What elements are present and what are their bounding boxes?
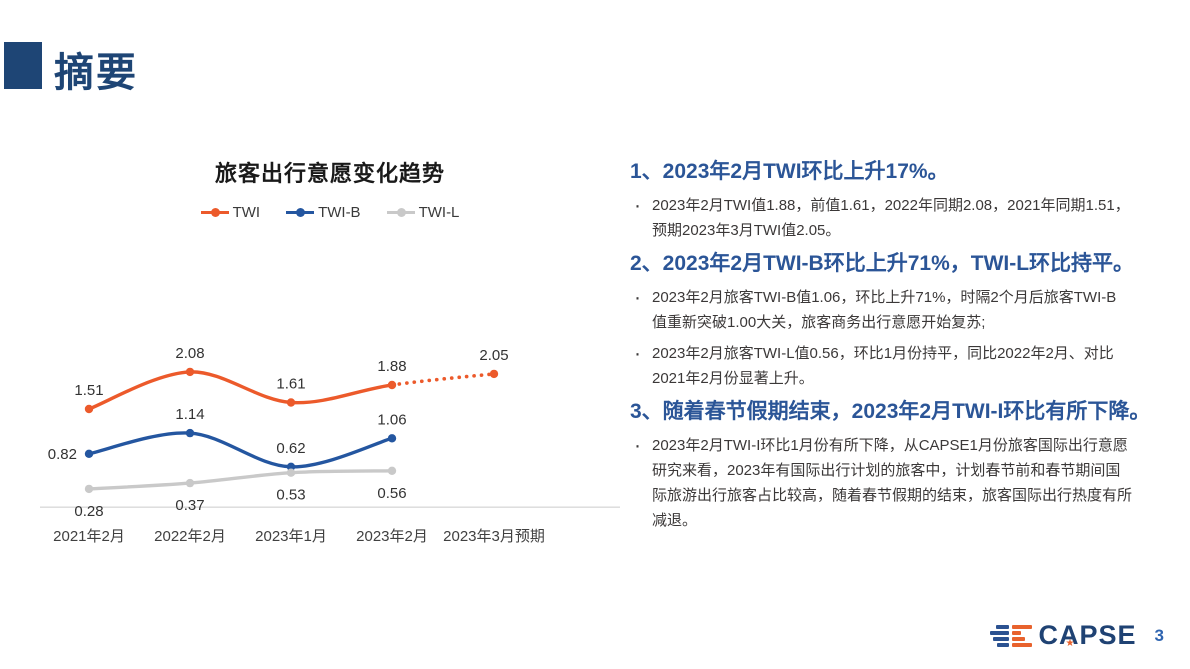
trend-line-chart: 2021年2月 2022年2月 2023年1月 2023年2月 2023年3月预期 1.5… — [40, 345, 620, 545]
data-label-TWI-L: 0.37 — [175, 497, 204, 514]
data-label-TWI-L: 0.53 — [276, 487, 305, 504]
data-point-TWI-B — [387, 434, 397, 443]
data-label-TWI: 1.88 — [377, 358, 406, 375]
data-point-TWI — [387, 380, 397, 390]
x-axis-label: 2022年2月 — [154, 528, 226, 545]
bullet-text: 2023年2月旅客TWI-L值0.56，环比1月份持平，同比2022年2月、对比… — [652, 345, 1114, 387]
summary-panel: 1、2023年2月TWI环比上升17%。 · 2023年2月TWI值1.88，前… — [630, 157, 1182, 539]
footer: CAPSE ★ 3 — [989, 620, 1164, 651]
capse-logo: CAPSE ★ — [989, 620, 1137, 651]
legend-marker-twi-l-icon — [386, 208, 415, 217]
data-point-TWI-B — [84, 449, 94, 458]
data-label-TWI: 2.08 — [175, 345, 204, 362]
legend-label-twi-l: TWI-L — [418, 204, 460, 221]
data-label-TWI-B: 0.82 — [48, 446, 77, 463]
series-forecast-line-TWI — [390, 372, 496, 387]
data-label-TWI-B: 1.06 — [377, 411, 406, 428]
data-label-TWI-B: 0.62 — [276, 440, 305, 457]
data-point-TWI — [84, 404, 94, 414]
series-line-TWI — [87, 370, 394, 411]
bullet-dot-icon: · — [634, 434, 641, 457]
legend-item-twi-l: TWI-L — [386, 204, 460, 221]
section-3-heading: 3、随着春节假期结束，2023年2月TWI-I环比有所下降。 — [630, 400, 1151, 423]
legend-marker-twi-b-icon — [286, 208, 315, 217]
logo-orange-bars-icon — [1011, 624, 1032, 647]
series-line-TWI-L — [87, 469, 394, 491]
data-point-TWI — [489, 369, 499, 379]
bullet-dot-icon: · — [634, 286, 641, 309]
x-axis-label: 2023年2月 — [356, 528, 428, 545]
legend-marker-twi-icon — [200, 208, 229, 217]
section-2-bullet-1: · 2023年2月旅客TWI-B值1.06，环比上升71%，时隔2个月后旅客TW… — [630, 285, 1182, 335]
x-axis-label: 2023年3月预期 — [443, 528, 545, 545]
section-2-bullet-2: · 2023年2月旅客TWI-L值0.56，环比1月份持平，同比2022年2月、… — [630, 341, 1182, 391]
data-point-TWI-B — [185, 428, 195, 438]
chart-legend: TWI TWI-B TWI-L — [20, 204, 640, 221]
chart-header: 旅客出行意愿变化趋势 — [20, 156, 640, 188]
section-1-heading: 1、2023年2月TWI环比上升17%。 — [630, 160, 949, 183]
legend-label-twi: TWI — [232, 204, 261, 221]
legend-item-twi: TWI — [200, 204, 261, 221]
bullet-text: 2023年2月TWI-I环比1月份有所下降，从CAPSE1月份旅客国际出行意愿 … — [652, 437, 1133, 529]
title-accent-square — [4, 42, 42, 89]
section-3-bullet-1: · 2023年2月TWI-I环比1月份有所下降，从CAPSE1月份旅客国际出行意… — [630, 433, 1182, 533]
chart-title: 旅客出行意愿变化趋势 — [214, 161, 445, 186]
bullet-dot-icon: · — [634, 194, 641, 217]
data-point-TWI — [286, 398, 296, 407]
data-label-TWI-B: 1.14 — [175, 406, 204, 423]
data-label-TWI: 1.61 — [276, 376, 305, 393]
bullet-text: 2023年2月TWI值1.88，前值1.61，2022年同期2.08，2021年… — [652, 197, 1130, 239]
bullet-text: 2023年2月旅客TWI-B值1.06，环比上升71%，时隔2个月后旅客TWI-… — [652, 289, 1117, 331]
x-axis-label: 2023年1月 — [255, 528, 327, 545]
logo-star-icon: ★ — [1065, 638, 1076, 649]
data-point-TWI — [185, 367, 195, 377]
page-number: 3 — [1154, 625, 1164, 645]
data-point-TWI-L — [84, 484, 94, 494]
data-label-TWI-L: 0.28 — [74, 503, 103, 520]
section-2-heading: 2、2023年2月TWI-B环比上升71%，TWI-L环比持平。 — [630, 252, 1135, 275]
data-label-TWI: 2.05 — [479, 347, 508, 364]
legend-item-twi-b: TWI-B — [286, 204, 361, 221]
data-label-TWI: 1.51 — [74, 382, 103, 399]
data-point-TWI-L — [185, 478, 195, 488]
logo-blue-bars-icon — [989, 624, 1009, 647]
section-1-bullet-1: · 2023年2月TWI值1.88，前值1.61，2022年同期2.08，202… — [630, 193, 1182, 243]
data-point-TWI-B — [286, 462, 296, 471]
series-line-TWI-B — [87, 431, 394, 469]
data-point-TWI-L — [387, 466, 397, 475]
page-title: 摘要 — [54, 51, 138, 95]
x-axis-label: 2021年2月 — [53, 528, 125, 545]
data-point-TWI-L — [286, 468, 296, 477]
data-label-TWI-L: 0.56 — [377, 485, 406, 502]
bullet-dot-icon: · — [634, 342, 641, 365]
legend-label-twi-b: TWI-B — [318, 204, 361, 221]
logo-text: CAPSE ★ — [1038, 620, 1137, 650]
